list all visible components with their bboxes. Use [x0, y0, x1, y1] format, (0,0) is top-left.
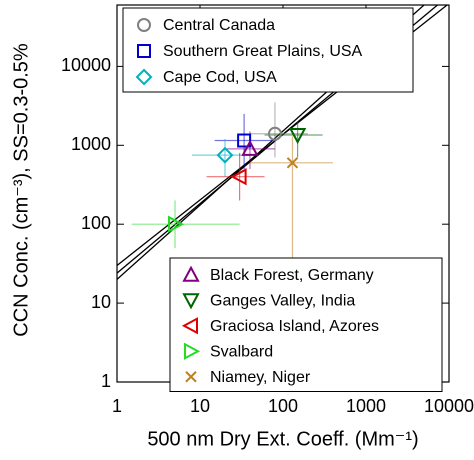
x-axis-label: 500 nm Dry Ext. Coeff. (Mm⁻¹)	[147, 428, 418, 450]
y-axis-label: CCN Conc. (cm⁻³), SS=0.3-0.5%	[10, 43, 32, 337]
legend-marker	[135, 68, 153, 86]
legend-marker	[137, 44, 151, 58]
legend-marker	[185, 371, 197, 383]
x-tick-label: 10000	[424, 396, 474, 416]
legend-marker	[181, 317, 198, 335]
x-tick-label: 10	[190, 396, 210, 416]
y-tick-label: 10	[91, 292, 111, 312]
marker	[288, 128, 307, 145]
legend-label: Central Canada	[163, 17, 275, 34]
legend-label: Cape Cod, USA	[163, 69, 277, 86]
legend-label: Southern Great Plains, USA	[163, 43, 363, 60]
legend-box	[122, 7, 414, 93]
marker	[230, 168, 247, 186]
y-tick-label: 10000	[61, 55, 111, 75]
y-tick-label: 1	[101, 371, 111, 391]
x-tick-label: 1	[112, 396, 122, 416]
legend-label: Black Forest, Germany	[210, 267, 374, 284]
legend-marker	[184, 342, 201, 360]
legend-marker	[182, 293, 200, 310]
legend-label: Svalbard	[210, 343, 273, 360]
legend-marker	[137, 18, 151, 32]
legend-marker	[182, 265, 200, 282]
marker	[241, 139, 259, 156]
marker	[216, 146, 234, 164]
legend-label: Ganges Valley, India	[210, 292, 355, 309]
legend-label: Niamey, Niger	[210, 369, 311, 386]
marker	[267, 126, 282, 141]
x-tick-label: 100	[268, 396, 298, 416]
legend-label: Graciosa Island, Azores	[210, 318, 379, 335]
legend-box	[169, 257, 443, 392]
y-tick-label: 1000	[71, 134, 111, 154]
x-tick-label: 1000	[346, 396, 386, 416]
marker	[168, 215, 185, 233]
marker	[286, 157, 299, 169]
y-tick-label: 100	[81, 213, 111, 233]
